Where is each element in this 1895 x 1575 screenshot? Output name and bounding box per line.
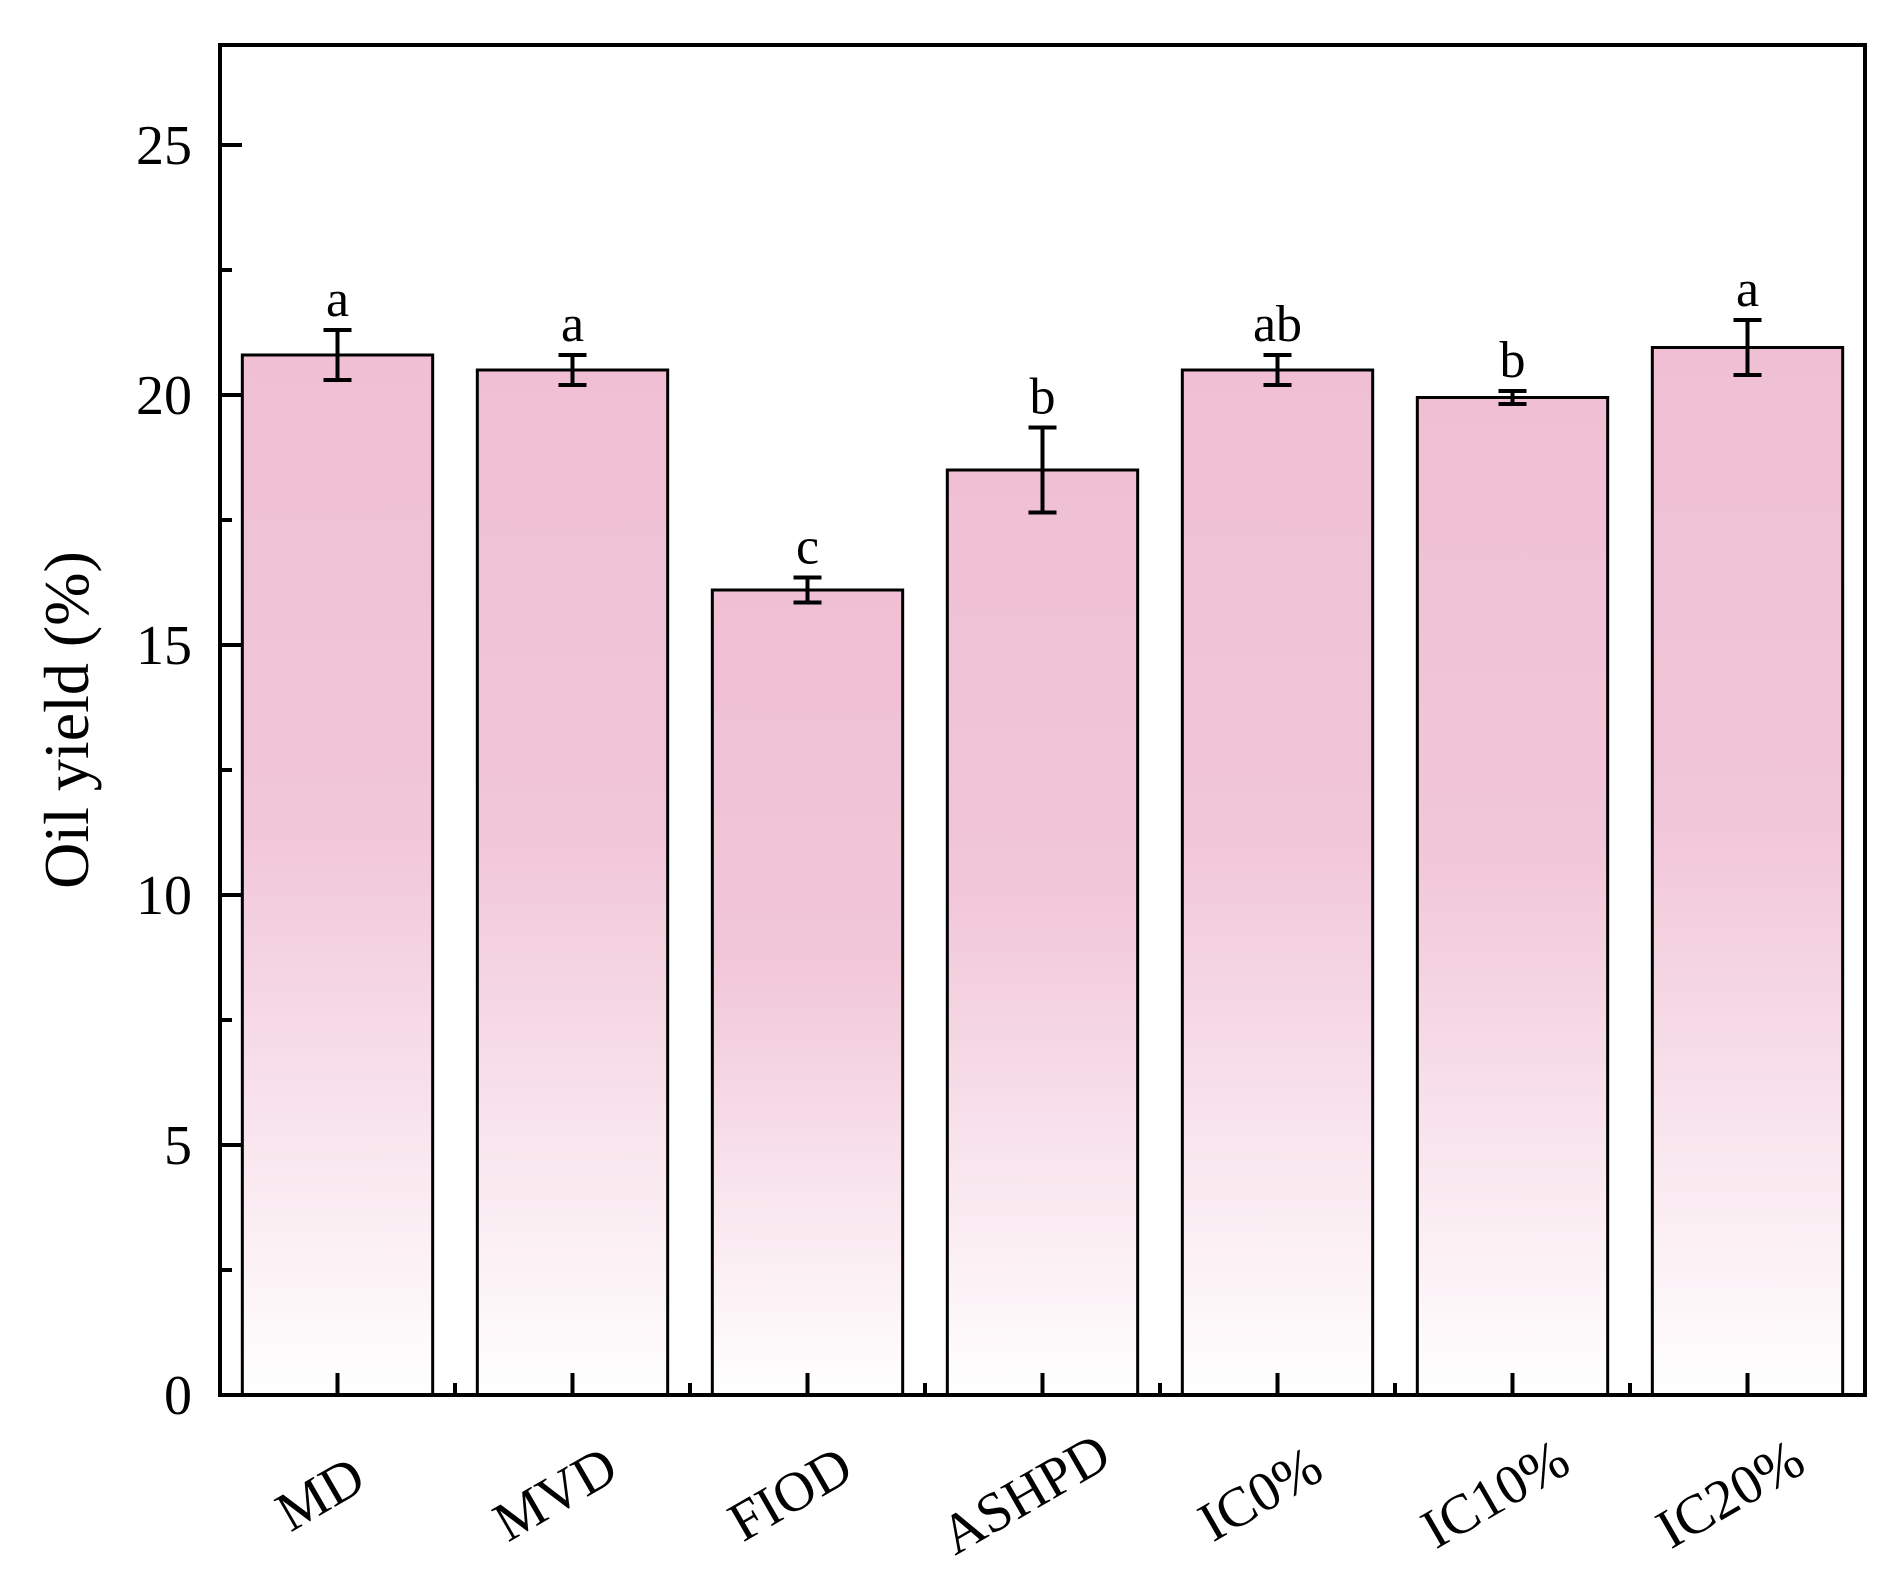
significance-label: a — [1736, 261, 1759, 318]
significance-label: b — [1500, 332, 1526, 389]
error-bar-IC10% — [1498, 389, 1527, 406]
x-tick-label: MD — [266, 1445, 375, 1544]
error-bar-IC20% — [1733, 318, 1762, 377]
error-bar-MD — [323, 328, 352, 382]
y-tick-label: 25 — [136, 115, 192, 177]
x-tick-label: ASHPD — [930, 1422, 1120, 1568]
bar-MD — [240, 353, 435, 1397]
bar-IC20% — [1650, 346, 1845, 1397]
significance-label: c — [796, 519, 819, 576]
x-tick-label: IC0% — [1188, 1435, 1332, 1554]
bar-FIOD — [710, 588, 905, 1397]
bar-IC10% — [1415, 396, 1610, 1397]
significance-label: ab — [1253, 296, 1302, 353]
bar-IC0% — [1180, 368, 1375, 1397]
bar-MVD — [475, 368, 670, 1397]
y-tick-label: 10 — [136, 865, 192, 927]
bars-layer — [240, 346, 1845, 1397]
y-axis-ticks: 0 5 10 15 20 25 — [136, 115, 242, 1427]
y-tick-label: 0 — [164, 1365, 192, 1427]
significance-label: a — [326, 271, 349, 328]
x-tick-label: IC20% — [1646, 1428, 1814, 1561]
bar-ASHPD — [945, 468, 1140, 1397]
y-tick-label: 15 — [136, 615, 192, 677]
x-axis-ticks: MD MVD FIOD ASHPD IC0% IC10% IC20% — [266, 1373, 1815, 1567]
error-bar-MVD — [558, 353, 587, 387]
significance-label: b — [1030, 369, 1056, 426]
error-bars-layer — [323, 318, 1762, 605]
y-axis-title: Oil yield (%) — [31, 551, 102, 889]
error-bar-FIOD — [793, 575, 822, 605]
significance-labels-layer: a a c b ab b a — [326, 261, 1759, 576]
x-tick-label: FIOD — [718, 1435, 862, 1554]
x-tick-label: MVD — [483, 1435, 627, 1554]
x-tick-label: IC10% — [1411, 1428, 1579, 1561]
error-bar-IC0% — [1263, 353, 1292, 387]
y-tick-label: 20 — [136, 365, 192, 427]
error-bar-ASHPD — [1028, 425, 1057, 515]
y-tick-label: 5 — [164, 1115, 192, 1177]
significance-label: a — [561, 296, 584, 353]
